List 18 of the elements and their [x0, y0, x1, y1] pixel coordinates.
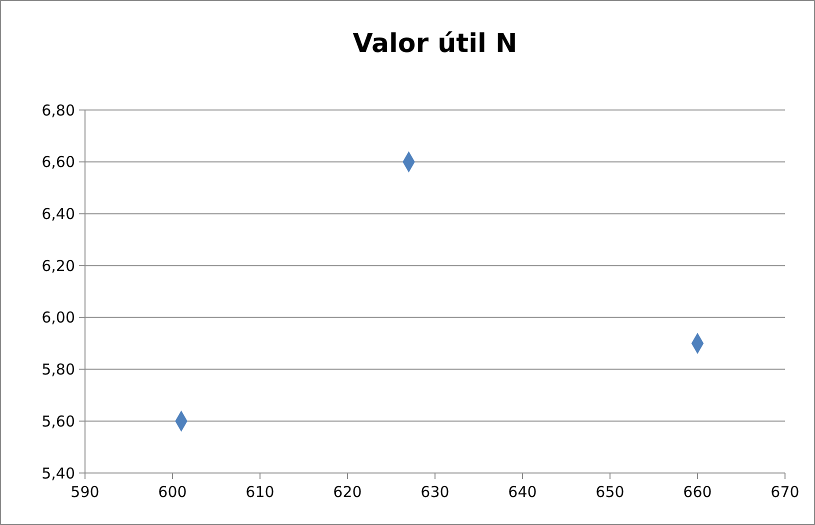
- x-tick-label: 660: [683, 483, 712, 501]
- y-tick-label: 6,80: [42, 101, 75, 120]
- x-tick-label: 630: [420, 483, 450, 501]
- y-tick-label: 5,80: [42, 360, 75, 379]
- x-tick-label: 650: [596, 483, 624, 501]
- y-tick-label: 6,60: [42, 153, 75, 172]
- y-tick-label: 6,40: [42, 204, 75, 223]
- x-tick-label: 670: [770, 483, 800, 501]
- x-tick-label: 640: [508, 483, 537, 501]
- y-tick-label: 5,60: [42, 412, 75, 430]
- x-tick-label: 620: [333, 483, 362, 501]
- x-tick-label: 610: [246, 483, 274, 501]
- y-tick-label: 5,40: [42, 464, 75, 482]
- y-tick-label: 6,00: [42, 308, 75, 327]
- chart-title: Valor útil N: [352, 29, 518, 59]
- x-tick-label: 590: [70, 483, 100, 501]
- y-tick-label: 6,20: [42, 256, 75, 275]
- x-tick-label: 600: [158, 483, 187, 501]
